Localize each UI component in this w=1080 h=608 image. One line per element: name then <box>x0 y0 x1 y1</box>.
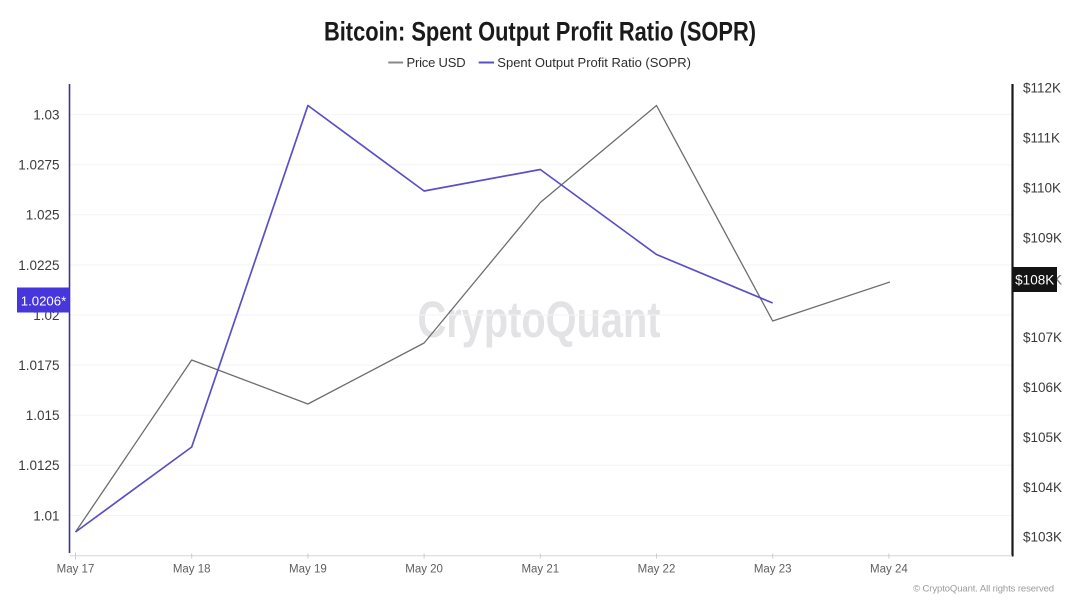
svg-text:CryptoQuant: CryptoQuant <box>418 291 661 348</box>
svg-text:© CryptoQuant. All rights rese: © CryptoQuant. All rights reserved <box>913 583 1054 594</box>
svg-text:May 23: May 23 <box>754 563 792 575</box>
svg-text:May 21: May 21 <box>521 563 559 575</box>
svg-text:1.015: 1.015 <box>26 408 60 423</box>
svg-text:May 22: May 22 <box>638 563 676 575</box>
svg-text:$108K: $108K <box>1015 272 1054 287</box>
svg-text:May 19: May 19 <box>289 563 327 575</box>
svg-text:May 17: May 17 <box>57 563 95 575</box>
svg-text:$107K: $107K <box>1023 330 1062 345</box>
svg-text:May 20: May 20 <box>405 563 443 575</box>
svg-text:$112K: $112K <box>1023 81 1061 96</box>
svg-text:1.0206*: 1.0206* <box>21 294 66 309</box>
svg-text:$110K: $110K <box>1023 180 1061 195</box>
svg-text:May 24: May 24 <box>870 563 908 575</box>
svg-text:May 18: May 18 <box>173 563 211 575</box>
svg-text:Spent Output Profit Ratio (SOP: Spent Output Profit Ratio (SOPR) <box>497 55 691 70</box>
svg-text:$103K: $103K <box>1023 530 1062 545</box>
svg-text:1.0175: 1.0175 <box>18 358 59 373</box>
svg-text:1.0275: 1.0275 <box>18 158 59 173</box>
svg-text:$104K: $104K <box>1023 480 1062 495</box>
svg-text:$106K: $106K <box>1023 380 1062 395</box>
svg-text:1.0225: 1.0225 <box>18 258 59 273</box>
svg-text:$105K: $105K <box>1023 430 1062 445</box>
svg-text:$111K: $111K <box>1023 131 1060 146</box>
svg-text:1.0125: 1.0125 <box>18 458 59 473</box>
svg-text:1.01: 1.01 <box>33 508 59 523</box>
svg-text:Bitcoin: Spent Output Profit R: Bitcoin: Spent Output Profit Ratio (SOPR… <box>324 17 756 47</box>
svg-text:Price USD: Price USD <box>407 55 466 70</box>
svg-text:$109K: $109K <box>1023 230 1062 245</box>
svg-text:1.03: 1.03 <box>33 108 59 123</box>
svg-text:1.025: 1.025 <box>26 208 60 223</box>
